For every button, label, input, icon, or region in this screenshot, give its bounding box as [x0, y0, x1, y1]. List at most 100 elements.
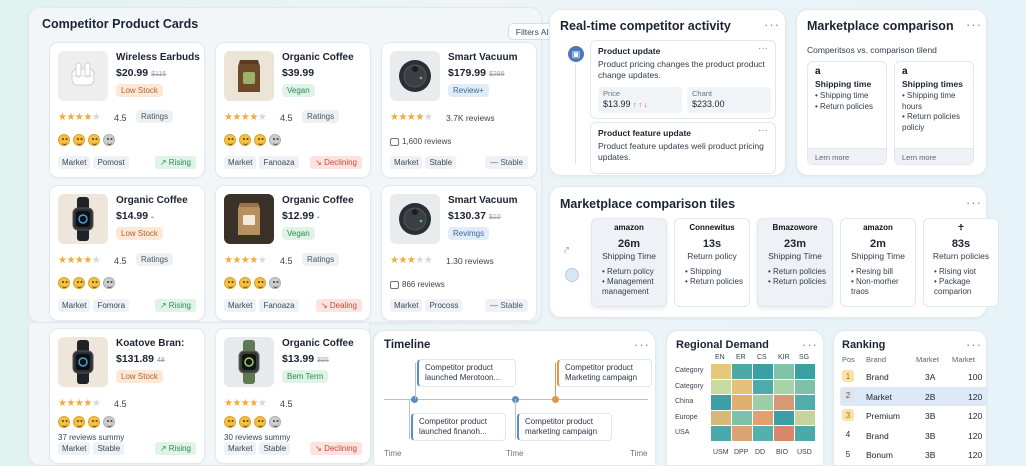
ratings-chip[interactable]: Ratings — [302, 253, 340, 266]
tile-metric: 26m — [617, 238, 641, 250]
heatmap-cell[interactable] — [711, 426, 731, 441]
more-options-icon[interactable]: ··· — [802, 337, 818, 352]
more-options-icon[interactable]: ··· — [966, 195, 982, 210]
product-card[interactable]: Smart Vacuum $130.37 $10 Revimgs ★★★★★ 1.30 r… — [381, 185, 537, 321]
heatmap-cell[interactable] — [732, 410, 752, 425]
activity-title: Product feature update — [598, 128, 692, 138]
heatmap-cell[interactable] — [795, 426, 815, 441]
market-chip[interactable]: Market — [390, 156, 423, 169]
heatmap-cell[interactable] — [774, 410, 794, 425]
product-image[interactable] — [390, 194, 440, 244]
list-item: Return policies policiy — [902, 112, 966, 133]
heatmap-cell[interactable] — [774, 426, 794, 441]
brand-chip[interactable]: Stable — [425, 156, 457, 169]
heatmap-cell[interactable] — [711, 410, 731, 425]
timeline-event[interactable]: Competitor product marketing campaign — [517, 413, 612, 441]
more-options-icon[interactable]: ··· — [764, 17, 780, 32]
heatmap-cell[interactable] — [774, 364, 794, 379]
comparison-box[interactable]: a Shipping time Shipping time Return pol… — [807, 61, 887, 165]
activity-item[interactable]: Product feature update ··· Product featu… — [590, 122, 776, 174]
product-card[interactable]: Smart Vacuum $179.99 $299 Review+ ★★★★★ 3.7K … — [381, 42, 537, 178]
more-options-icon[interactable]: ··· — [966, 337, 982, 352]
timeline-event[interactable]: Competitor product launched finanoh... — [411, 413, 506, 441]
product-card[interactable]: Organic Coffee $14.99- Low Stock ★★★★★ 4.5 Ra… — [49, 185, 205, 321]
market-chip[interactable]: Market — [58, 442, 91, 455]
heatmap-cell[interactable] — [711, 395, 731, 410]
product-image[interactable] — [224, 194, 274, 244]
brand-chip[interactable]: Fanoaza — [259, 299, 299, 312]
list-item: Shipping time — [815, 91, 879, 102]
heatmap-cell[interactable] — [753, 379, 773, 394]
ratings-chip[interactable]: Ratings — [136, 253, 174, 266]
heatmap-cell[interactable] — [753, 410, 773, 425]
heatmap-cell[interactable] — [732, 426, 752, 441]
heatmap-cell[interactable] — [711, 379, 731, 394]
product-image[interactable] — [390, 51, 440, 101]
ratings-chip[interactable]: Ratings — [302, 110, 340, 123]
heatmap-cell[interactable] — [774, 379, 794, 394]
product-card[interactable]: Koatove Bran: $131.89 48 Low Stock ★★★★★ 4.5 3… — [49, 328, 205, 464]
table-row[interactable]: 5 Bonum 3B 120 — [840, 445, 988, 464]
table-row[interactable]: 3 Premium 3B 120 — [840, 406, 988, 425]
heatmap-cell[interactable] — [795, 379, 815, 394]
heatmap-cell[interactable] — [732, 379, 752, 394]
more-options-icon[interactable]: ··· — [758, 43, 768, 54]
market-chip[interactable]: Market — [224, 156, 257, 169]
table-row[interactable]: 2 Market 2B 120 — [840, 386, 988, 406]
brand-chip[interactable]: Fanoaza — [259, 156, 299, 169]
timeline-event[interactable]: Competitor product launched Merotoon... — [417, 359, 516, 387]
product-image[interactable] — [224, 51, 274, 101]
heatmap-cell[interactable] — [732, 364, 752, 379]
heatmap-cell[interactable] — [795, 364, 815, 379]
product-image[interactable] — [58, 194, 108, 244]
brand-chip[interactable]: Stable — [93, 442, 125, 455]
product-image[interactable] — [58, 337, 108, 387]
heatmap-cell[interactable] — [753, 395, 773, 410]
list-item: Management management — [602, 277, 666, 297]
ratings-chip[interactable]: Ratings — [136, 110, 174, 123]
heatmap-cell[interactable] — [753, 364, 773, 379]
heatmap-cell[interactable] — [732, 395, 752, 410]
table-row[interactable]: 4 Brand 3B 120 — [840, 426, 988, 445]
product-image[interactable] — [224, 337, 274, 387]
more-options-icon[interactable]: ··· — [966, 17, 982, 32]
check-circle-icon[interactable] — [565, 268, 579, 282]
market-chip[interactable]: Market — [390, 299, 423, 312]
product-card[interactable]: Organic Coffee $13.99 $55 Bem Term ★★★★★ 4.5 3… — [215, 328, 371, 464]
heatmap-cell[interactable] — [753, 426, 773, 441]
product-card[interactable]: Organic Coffee $12.99- Vegan ★★★★★ 4.5 Rating… — [215, 185, 371, 321]
market-value: 120 — [968, 450, 983, 460]
brand-chip[interactable]: Fomora — [93, 299, 130, 312]
market-chip[interactable]: Market — [58, 156, 91, 169]
heatmap-cell[interactable] — [795, 395, 815, 410]
more-options-icon[interactable]: ··· — [758, 125, 768, 136]
filters-button[interactable]: Filters All — [508, 23, 558, 40]
market-chip[interactable]: Market — [58, 299, 91, 312]
product-card[interactable]: Organic Coffee $39.99 Vegan ★★★★★ 4.5 Ratings… — [215, 42, 371, 178]
heatmap-cell[interactable] — [795, 410, 815, 425]
brand-chip[interactable]: Procoss — [425, 299, 463, 312]
activity-item[interactable]: Product update ··· Product pricing chang… — [590, 40, 776, 119]
table-row[interactable]: 1 Brand 3A 100 — [840, 367, 988, 386]
market-chip[interactable]: Market — [224, 299, 257, 312]
brand-chip[interactable]: Stable — [259, 442, 291, 455]
brand-chip[interactable]: Pomost — [93, 156, 129, 169]
market-chip[interactable]: Market — [224, 442, 257, 455]
ranking-panel: Ranking ··· Pos Brand Market Market 1 Bra… — [833, 330, 988, 466]
learn-more-link[interactable]: Lern more — [808, 148, 886, 164]
heatmap-cell[interactable] — [711, 364, 731, 379]
product-card[interactable]: Wireless Earbuds $20.99 $115 Low Stock ★★★★★… — [49, 42, 205, 178]
product-image[interactable] — [58, 51, 108, 101]
product-price: $14.99- — [116, 210, 153, 222]
more-options-icon[interactable]: ··· — [634, 337, 650, 352]
timeline-event[interactable]: Competitor product Marketing campaign — [557, 359, 652, 387]
heatmap-cell[interactable] — [774, 395, 794, 410]
comparison-box[interactable]: a Shipping times Shipping time hours Ret… — [894, 61, 974, 165]
learn-more-link[interactable]: Lern more — [895, 148, 973, 164]
panel-title: Competitor Product Cards — [42, 17, 199, 31]
